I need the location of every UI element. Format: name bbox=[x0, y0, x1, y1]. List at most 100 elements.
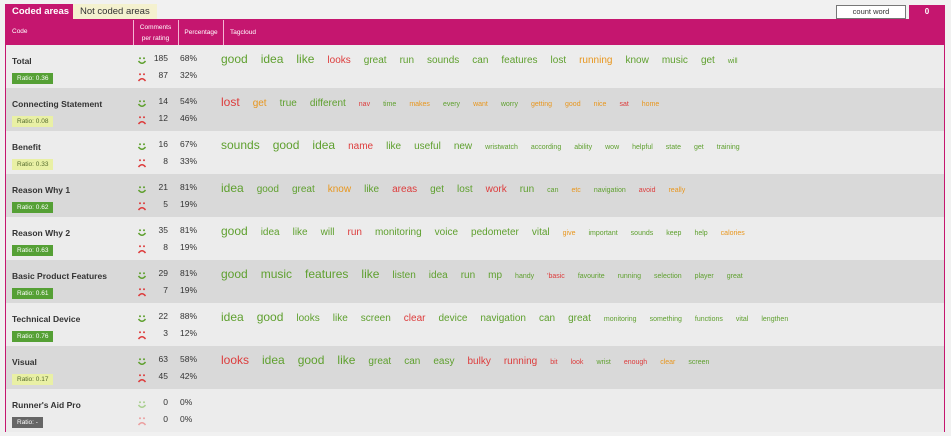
tag-word[interactable]: idea bbox=[312, 138, 336, 152]
tag-word[interactable]: helpful bbox=[632, 144, 653, 151]
tag-word[interactable]: want bbox=[473, 101, 488, 108]
tag-word[interactable]: like bbox=[364, 184, 380, 195]
tag-word[interactable]: can bbox=[404, 356, 421, 367]
tag-word[interactable]: clear bbox=[660, 359, 676, 366]
tag-word[interactable]: sounds bbox=[630, 230, 654, 237]
tag-word[interactable]: home bbox=[641, 101, 660, 108]
tag-word[interactable]: get bbox=[252, 98, 267, 109]
tag-word[interactable]: lost bbox=[221, 95, 240, 109]
tag-word[interactable]: will bbox=[320, 227, 335, 238]
tag-word[interactable]: running bbox=[617, 273, 642, 280]
tag-word[interactable]: good bbox=[256, 184, 279, 195]
tag-word[interactable]: good bbox=[221, 224, 248, 238]
tag-word[interactable]: different bbox=[309, 98, 346, 109]
tag-word[interactable]: state bbox=[665, 144, 681, 151]
tag-word[interactable]: lost bbox=[457, 184, 473, 195]
tag-word[interactable]: 'basic bbox=[547, 273, 565, 280]
tag-word[interactable]: idea bbox=[260, 227, 280, 238]
tag-word[interactable]: like bbox=[386, 141, 402, 152]
tag-word[interactable]: like bbox=[296, 52, 315, 66]
tag-word[interactable]: great bbox=[368, 356, 392, 367]
tag-word[interactable]: important bbox=[588, 230, 618, 237]
tag-word[interactable]: device bbox=[438, 313, 468, 324]
tag-word[interactable]: makes bbox=[409, 101, 430, 108]
tag-word[interactable]: look bbox=[570, 359, 584, 366]
tag-word[interactable]: looks bbox=[221, 353, 250, 367]
tag-word[interactable]: training bbox=[716, 144, 740, 151]
tag-word[interactable]: player bbox=[694, 273, 714, 280]
tag-word[interactable]: idea bbox=[262, 353, 285, 367]
tag-word[interactable]: wrist bbox=[596, 359, 611, 366]
tag-word[interactable]: idea bbox=[221, 310, 244, 324]
tag-word[interactable]: monitoring bbox=[374, 227, 422, 238]
tag-word[interactable]: great bbox=[726, 273, 743, 280]
tag-word[interactable]: functions bbox=[694, 316, 723, 323]
tag-word[interactable]: idea bbox=[221, 181, 244, 195]
tag-word[interactable]: favourite bbox=[577, 273, 605, 280]
tag-word[interactable]: calories bbox=[720, 230, 745, 237]
tag-word[interactable]: time bbox=[383, 101, 397, 108]
tag-word[interactable]: features bbox=[305, 267, 349, 281]
tag-word[interactable]: screen bbox=[688, 359, 710, 366]
tag-word[interactable]: running bbox=[579, 55, 613, 66]
tag-word[interactable]: bit bbox=[550, 359, 558, 366]
tag-word[interactable]: run bbox=[399, 55, 415, 66]
tag-word[interactable]: can bbox=[538, 313, 556, 324]
tag-word[interactable]: nice bbox=[593, 101, 607, 108]
tag-word[interactable]: can bbox=[547, 187, 559, 194]
tag-word[interactable]: get bbox=[700, 55, 715, 66]
tag-word[interactable]: keep bbox=[666, 230, 682, 237]
count-word-button[interactable]: count word bbox=[836, 5, 906, 19]
tag-word[interactable]: every bbox=[442, 101, 461, 108]
tag-word[interactable]: get bbox=[430, 184, 445, 195]
tag-word[interactable]: work bbox=[485, 184, 507, 195]
tag-word[interactable]: selection bbox=[654, 273, 682, 280]
tag-word[interactable]: according bbox=[530, 144, 562, 151]
tag-word[interactable]: like bbox=[292, 227, 308, 238]
tag-word[interactable]: sounds bbox=[221, 138, 260, 152]
tag-word[interactable]: help bbox=[694, 230, 708, 237]
tag-word[interactable]: monitoring bbox=[603, 316, 637, 323]
tag-word[interactable]: features bbox=[501, 55, 538, 66]
tag-word[interactable]: give bbox=[562, 230, 576, 237]
tag-word[interactable]: navigation bbox=[593, 187, 626, 194]
tag-word[interactable]: vital bbox=[735, 316, 749, 323]
tag-word[interactable]: easy bbox=[433, 356, 455, 367]
tag-word[interactable]: good bbox=[221, 267, 248, 281]
tag-word[interactable]: can bbox=[472, 55, 489, 66]
tag-word[interactable]: wristwatch bbox=[485, 144, 518, 151]
tab-not-coded-areas[interactable]: Not coded areas bbox=[73, 4, 157, 19]
tag-word[interactable]: true bbox=[279, 98, 297, 109]
tag-word[interactable]: sat bbox=[619, 101, 629, 108]
tag-word[interactable]: good bbox=[565, 101, 581, 108]
tag-word[interactable]: get bbox=[693, 144, 704, 151]
tag-word[interactable]: run bbox=[347, 227, 362, 238]
tag-word[interactable]: bulky bbox=[467, 356, 491, 367]
tag-word[interactable]: pedometer bbox=[471, 227, 519, 238]
tag-word[interactable]: music bbox=[260, 267, 293, 281]
tag-word[interactable]: good bbox=[221, 52, 248, 66]
tag-word[interactable]: new bbox=[453, 141, 473, 152]
tag-word[interactable]: worry bbox=[500, 101, 518, 108]
tag-word[interactable]: useful bbox=[414, 141, 441, 152]
tag-word[interactable]: clear bbox=[403, 313, 426, 324]
tag-word[interactable]: avoid bbox=[638, 187, 656, 194]
tag-word[interactable]: good bbox=[297, 353, 325, 367]
tag-word[interactable]: wow bbox=[605, 144, 620, 151]
tag-word[interactable]: vital bbox=[531, 227, 550, 238]
tag-word[interactable]: good bbox=[256, 310, 284, 324]
tag-word[interactable]: run bbox=[519, 184, 535, 195]
tag-word[interactable]: idea bbox=[428, 270, 448, 281]
tag-word[interactable]: lost bbox=[550, 55, 567, 66]
tag-word[interactable]: name bbox=[348, 141, 374, 152]
tag-word[interactable]: enough bbox=[623, 359, 648, 366]
tag-word[interactable]: good bbox=[272, 138, 300, 152]
tag-word[interactable]: ability bbox=[574, 144, 593, 151]
tag-word[interactable]: screen bbox=[360, 313, 391, 324]
tag-word[interactable]: music bbox=[661, 55, 688, 66]
tag-word[interactable]: like bbox=[337, 353, 356, 367]
tag-word[interactable]: navigation bbox=[480, 313, 526, 324]
tag-word[interactable]: voice bbox=[434, 227, 459, 238]
tag-word[interactable]: lengthen bbox=[761, 316, 789, 323]
tag-word[interactable]: really bbox=[668, 187, 686, 194]
